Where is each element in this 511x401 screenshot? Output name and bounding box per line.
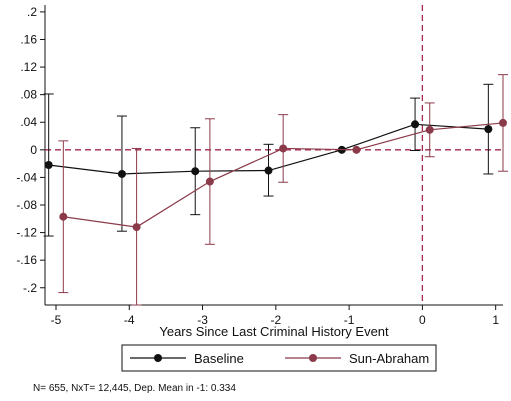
y-tick-label: .12 xyxy=(20,60,37,74)
x-tick-label: -4 xyxy=(124,313,135,327)
x-axis: -5 -4 -3 -2 -1 0 1 xyxy=(51,305,499,327)
data-point xyxy=(499,118,507,127)
y-tick-label: -.16 xyxy=(16,253,37,267)
y-tick-label: 0 xyxy=(30,143,37,157)
data-point xyxy=(44,161,53,169)
x-tick-label: 1 xyxy=(492,313,499,327)
data-point xyxy=(484,125,493,134)
y-tick-label: .2 xyxy=(27,5,37,19)
plot-frame xyxy=(44,5,503,306)
y-tick-label: .16 xyxy=(20,32,37,46)
data-point xyxy=(117,169,126,178)
x-tick-label: 0 xyxy=(419,313,426,327)
y-tick-label: .08 xyxy=(20,88,37,102)
data-point xyxy=(132,223,141,232)
x-tick-label: -2 xyxy=(270,313,281,327)
x-tick-label: -1 xyxy=(344,313,355,327)
data-point xyxy=(191,167,200,176)
y-tick-label: -.12 xyxy=(16,226,37,240)
data-point xyxy=(205,177,214,186)
y-tick-label: -.08 xyxy=(16,198,37,212)
data-point xyxy=(59,212,68,221)
y-tick-label: .04 xyxy=(20,115,37,129)
reference-lines xyxy=(45,5,503,305)
x-tick-label: -3 xyxy=(197,313,208,327)
data-point xyxy=(425,125,434,134)
legend-label: Baseline xyxy=(194,351,244,366)
series-1 xyxy=(58,74,508,306)
x-tick-label: -5 xyxy=(51,313,62,327)
data-point xyxy=(352,145,361,154)
legend-marker xyxy=(309,354,317,362)
data-point xyxy=(279,144,288,153)
data-point xyxy=(264,166,273,175)
legend-label: Sun-Abraham xyxy=(349,351,429,366)
y-tick-label: -.04 xyxy=(16,170,37,184)
y-axis: .2 .16 .12 .08 .04 0 -.04 -.08 -.12 -.16 -.2 xyxy=(16,5,45,295)
x-axis-title: Years Since Last Criminal History Event xyxy=(159,324,389,339)
legend: Baseline Sun-Abraham xyxy=(121,344,437,372)
y-tick-label: -.2 xyxy=(23,281,37,295)
series-layer xyxy=(43,74,508,306)
legend-marker xyxy=(154,354,162,362)
footnote: N= 655, NxT= 12,445, Dep. Mean in -1: 0.… xyxy=(33,383,236,394)
data-point xyxy=(411,120,420,129)
series-0 xyxy=(43,83,494,237)
